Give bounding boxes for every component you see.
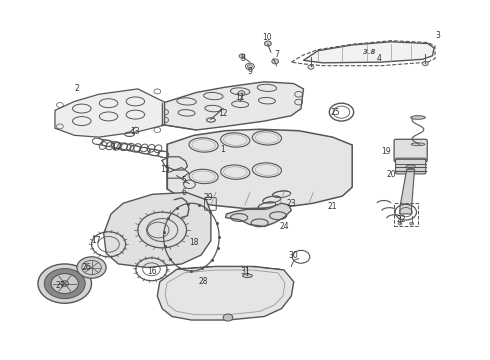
Text: 13: 13 [130, 127, 140, 136]
Circle shape [77, 257, 106, 278]
Circle shape [61, 281, 69, 287]
Text: 28: 28 [199, 277, 208, 286]
Polygon shape [162, 82, 303, 130]
Circle shape [247, 64, 252, 68]
Polygon shape [104, 193, 211, 267]
Text: 14: 14 [111, 143, 121, 152]
Circle shape [308, 65, 314, 69]
Text: 1: 1 [220, 145, 225, 154]
Text: 21: 21 [328, 202, 338, 211]
Circle shape [272, 59, 279, 64]
Circle shape [410, 222, 414, 225]
Text: 7: 7 [274, 50, 279, 59]
Text: 27: 27 [55, 281, 65, 290]
Text: 30: 30 [289, 251, 298, 260]
Text: 6: 6 [182, 188, 187, 197]
Circle shape [238, 91, 245, 96]
Circle shape [38, 264, 92, 303]
Circle shape [239, 54, 245, 58]
Circle shape [44, 269, 85, 298]
Text: 22: 22 [396, 215, 406, 224]
Circle shape [51, 274, 78, 294]
Text: 23: 23 [287, 199, 296, 208]
Text: 2: 2 [74, 84, 79, 93]
Circle shape [398, 222, 402, 225]
Circle shape [265, 41, 271, 46]
Polygon shape [303, 42, 434, 63]
Text: 29: 29 [204, 193, 213, 202]
Text: 10: 10 [262, 33, 272, 42]
Text: 20: 20 [386, 170, 396, 179]
Text: 25: 25 [330, 108, 340, 117]
Polygon shape [225, 203, 291, 226]
Text: 19: 19 [382, 147, 391, 156]
Text: 3: 3 [435, 31, 440, 40]
Polygon shape [400, 169, 415, 214]
Text: 18: 18 [189, 238, 198, 247]
Text: 24: 24 [279, 222, 289, 231]
Ellipse shape [411, 116, 425, 119]
Text: 17: 17 [92, 236, 101, 245]
Text: 31: 31 [240, 267, 250, 276]
Ellipse shape [406, 165, 416, 168]
Circle shape [223, 314, 233, 321]
Text: 16: 16 [147, 267, 157, 276]
Ellipse shape [411, 143, 425, 146]
Text: 9: 9 [247, 67, 252, 76]
FancyBboxPatch shape [395, 158, 426, 174]
Circle shape [422, 62, 428, 66]
Text: 3.8: 3.8 [363, 49, 375, 55]
Text: 5: 5 [182, 176, 187, 185]
Polygon shape [157, 266, 294, 320]
Text: 12: 12 [219, 109, 228, 118]
Polygon shape [167, 129, 352, 208]
Text: 15: 15 [160, 165, 170, 174]
Text: 8: 8 [240, 54, 245, 63]
Ellipse shape [243, 274, 252, 278]
Text: 26: 26 [82, 263, 92, 272]
Text: 11: 11 [235, 93, 245, 102]
Text: 4: 4 [376, 54, 381, 63]
FancyBboxPatch shape [394, 139, 427, 162]
Polygon shape [55, 89, 165, 137]
